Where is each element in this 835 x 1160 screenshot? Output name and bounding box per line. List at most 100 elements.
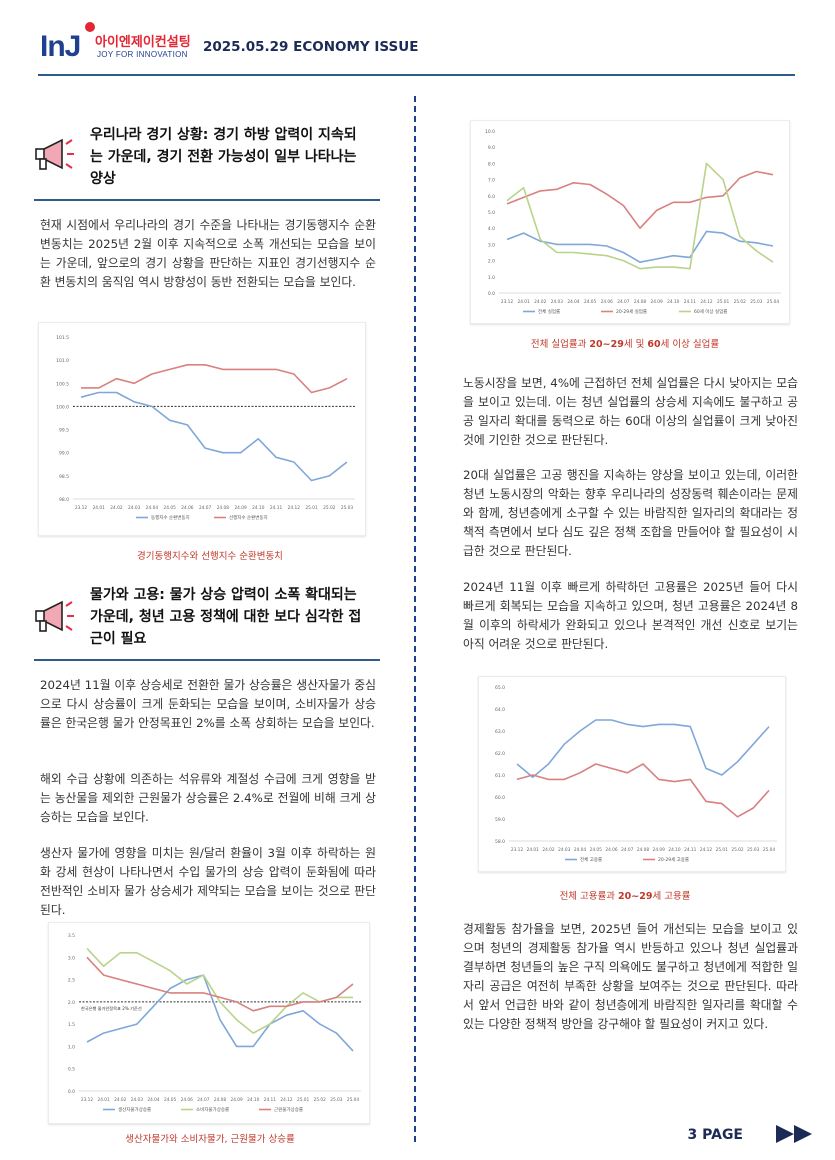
series-line	[506, 230, 774, 263]
series-line	[80, 391, 348, 482]
x-tick-label: 24.06	[181, 505, 194, 511]
x-tick-label: 24.05	[164, 505, 177, 511]
y-tick-label: 100.5	[56, 381, 69, 387]
x-tick-label: 25.03	[341, 505, 354, 511]
x-tick-label: 24.05	[584, 299, 597, 305]
y-tick-label: 1.0	[68, 1044, 75, 1050]
logo-wordmark: InJ	[40, 30, 81, 63]
chart3-caption-text: 세 이상 실업률	[660, 339, 720, 350]
x-tick-label: 24.01	[97, 1097, 110, 1103]
chart2-box: 0.0 0.5 1.0 1.5 2.0 2.5 3.0 3.5 23.12 24.01 24.02 2…	[48, 922, 370, 1124]
x-tick-label: 24.09	[234, 505, 247, 511]
y-tick-label: 3.5	[68, 933, 75, 939]
chart2-caption: 생산자물가와 소비자물가, 근원물가 상승률	[125, 1134, 295, 1145]
x-tick-label: 24.09	[650, 299, 663, 305]
x-tick-label: 24.07	[199, 505, 212, 511]
x-tick-label: 24.10	[247, 1097, 260, 1103]
x-tick-label: 24.10	[667, 299, 680, 305]
reference-line-label: 한국은행 물가안정목표 2% 기준선	[81, 1005, 142, 1012]
y-tick-label: 2.5	[68, 978, 75, 984]
x-tick-label: 24.07	[617, 299, 630, 305]
y-tick-label: 1.5	[68, 1022, 75, 1028]
section2-paragraph-3: 생산자 물가에 영향을 미치는 원/달러 환율이 3월 이후 하락하는 원화 강…	[40, 846, 376, 917]
x-tick-label: 24.01	[527, 847, 540, 853]
x-tick-label: 25.02	[323, 505, 336, 511]
x-tick-label: 25.03	[747, 847, 760, 853]
x-tick-label: 24.11	[684, 299, 697, 305]
issue-title: 2025.05.29 ECONOMY ISSUE	[203, 39, 419, 55]
logo-korean-name: 아이엔제이컨설팅	[95, 35, 191, 50]
page-number: 3 PAGE	[687, 1127, 743, 1143]
x-tick-label: 24.08	[214, 1097, 227, 1103]
y-tick-label: 65.0	[495, 685, 505, 691]
chart3-caption-text: 세 및	[623, 339, 648, 350]
y-tick-label: 4.0	[488, 226, 495, 232]
y-tick-label: 99.0	[59, 451, 69, 457]
section2-title: 물가와 고용: 물가 상승 압력이 소폭 확대되는 가운데, 청년 고용 정책에…	[90, 584, 390, 650]
series-line	[506, 170, 774, 229]
x-tick-label: 25.04	[763, 847, 776, 853]
legend-label: 근원물가상승률	[274, 1106, 303, 1113]
chart3-caption-age: 20~29	[589, 339, 624, 350]
x-tick-label: 25.03	[330, 1097, 343, 1103]
y-tick-label: 7.0	[488, 178, 495, 184]
x-tick-label: 24.11	[270, 505, 283, 511]
chart3: 0.01.02.03.04.05.06.07.08.09.010.023.12 2…	[485, 129, 781, 315]
x-tick-label: 25.02	[314, 1097, 327, 1103]
x-tick-label: 24.01	[517, 299, 530, 305]
x-tick-label: 24.02	[110, 505, 123, 511]
x-tick-label: 24.03	[128, 505, 141, 511]
y-tick-label: 58.0	[495, 839, 505, 845]
series-line	[81, 363, 348, 394]
series-line	[506, 162, 774, 270]
y-tick-label: 5.0	[488, 210, 495, 216]
legend-label: 소비자물가상승률	[196, 1106, 229, 1113]
x-tick-label: 24.04	[574, 847, 587, 853]
y-tick-label: 0.0	[68, 1089, 75, 1095]
y-tick-label: 2.0	[68, 1000, 75, 1006]
x-tick-label: 24.11	[684, 847, 697, 853]
section1-title-line: 우리나라 경기 상황: 경기 하방 압력이 지속되	[90, 127, 357, 143]
section2-paragraph-2: 해외 수급 상황에 의존하는 석유류와 계절성 수급에 크게 영향을 받는 농산…	[40, 772, 376, 824]
x-tick-label: 24.05	[164, 1097, 177, 1103]
x-tick-label: 24.12	[700, 299, 713, 305]
x-tick-label: 24.12	[700, 847, 713, 853]
x-tick-label: 25.01	[716, 847, 729, 853]
chart4-caption-text: 전체 고용률과	[559, 891, 619, 902]
x-tick-label: 24.06	[605, 847, 618, 853]
x-tick-label: 24.06	[181, 1097, 194, 1103]
y-tick-label: 59.0	[495, 817, 505, 823]
x-tick-label: 24.10	[252, 505, 265, 511]
series-line	[516, 763, 770, 818]
x-tick-label: 24.03	[558, 847, 571, 853]
labor-paragraph-2: 20대 실업률은 고공 행진을 지속하는 양상을 보이고 있는데, 이러한 청년…	[463, 468, 798, 558]
y-tick-label: 3.0	[488, 242, 495, 248]
labor-paragraph-4: 경제활동 참가율을 보면, 2025년 들어 개선되는 모습을 보이고 있으며 …	[463, 922, 798, 1031]
x-tick-label: 24.10	[668, 847, 681, 853]
x-tick-label: 23.12	[511, 847, 524, 853]
chart4-caption-text: 세 고용률	[652, 891, 691, 902]
y-tick-label: 101.5	[56, 335, 69, 341]
x-tick-label: 24.07	[621, 847, 634, 853]
x-tick-label: 24.11	[264, 1097, 277, 1103]
x-tick-label: 25.01	[717, 299, 730, 305]
section2-title-line: 가운데, 청년 고용 정책에 대한 보다 심각한 접	[90, 609, 362, 625]
legend-label: 동행지수 순환변동치	[151, 514, 190, 521]
x-tick-label: 24.02	[534, 299, 547, 305]
company-logo: InJ	[40, 30, 81, 64]
x-tick-label: 24.09	[230, 1097, 243, 1103]
chart3-caption-age: 60	[647, 339, 661, 350]
chart3-caption-text: 전체 실업률과	[530, 339, 590, 350]
logo-tagline: JOY FOR INNOVATION	[97, 50, 188, 59]
chart4: 58.059.060.061.062.063.064.065.023.12 24.…	[495, 685, 777, 863]
chart3-caption: 전체 실업률과 20~29세 및 60세 이상 실업률	[440, 336, 810, 350]
section1-rule	[34, 199, 380, 201]
legend-label: 생산자물가상승률	[118, 1106, 151, 1113]
section2-title-line: 근이 필요	[90, 631, 147, 647]
legend-label: 전체 고용률	[580, 856, 602, 863]
x-tick-label: 24.02	[542, 847, 555, 853]
series-line	[86, 947, 353, 1034]
chart4-caption-age: 20~29	[618, 891, 653, 902]
x-tick-label: 24.09	[653, 847, 666, 853]
y-tick-label: 6.0	[488, 194, 495, 200]
